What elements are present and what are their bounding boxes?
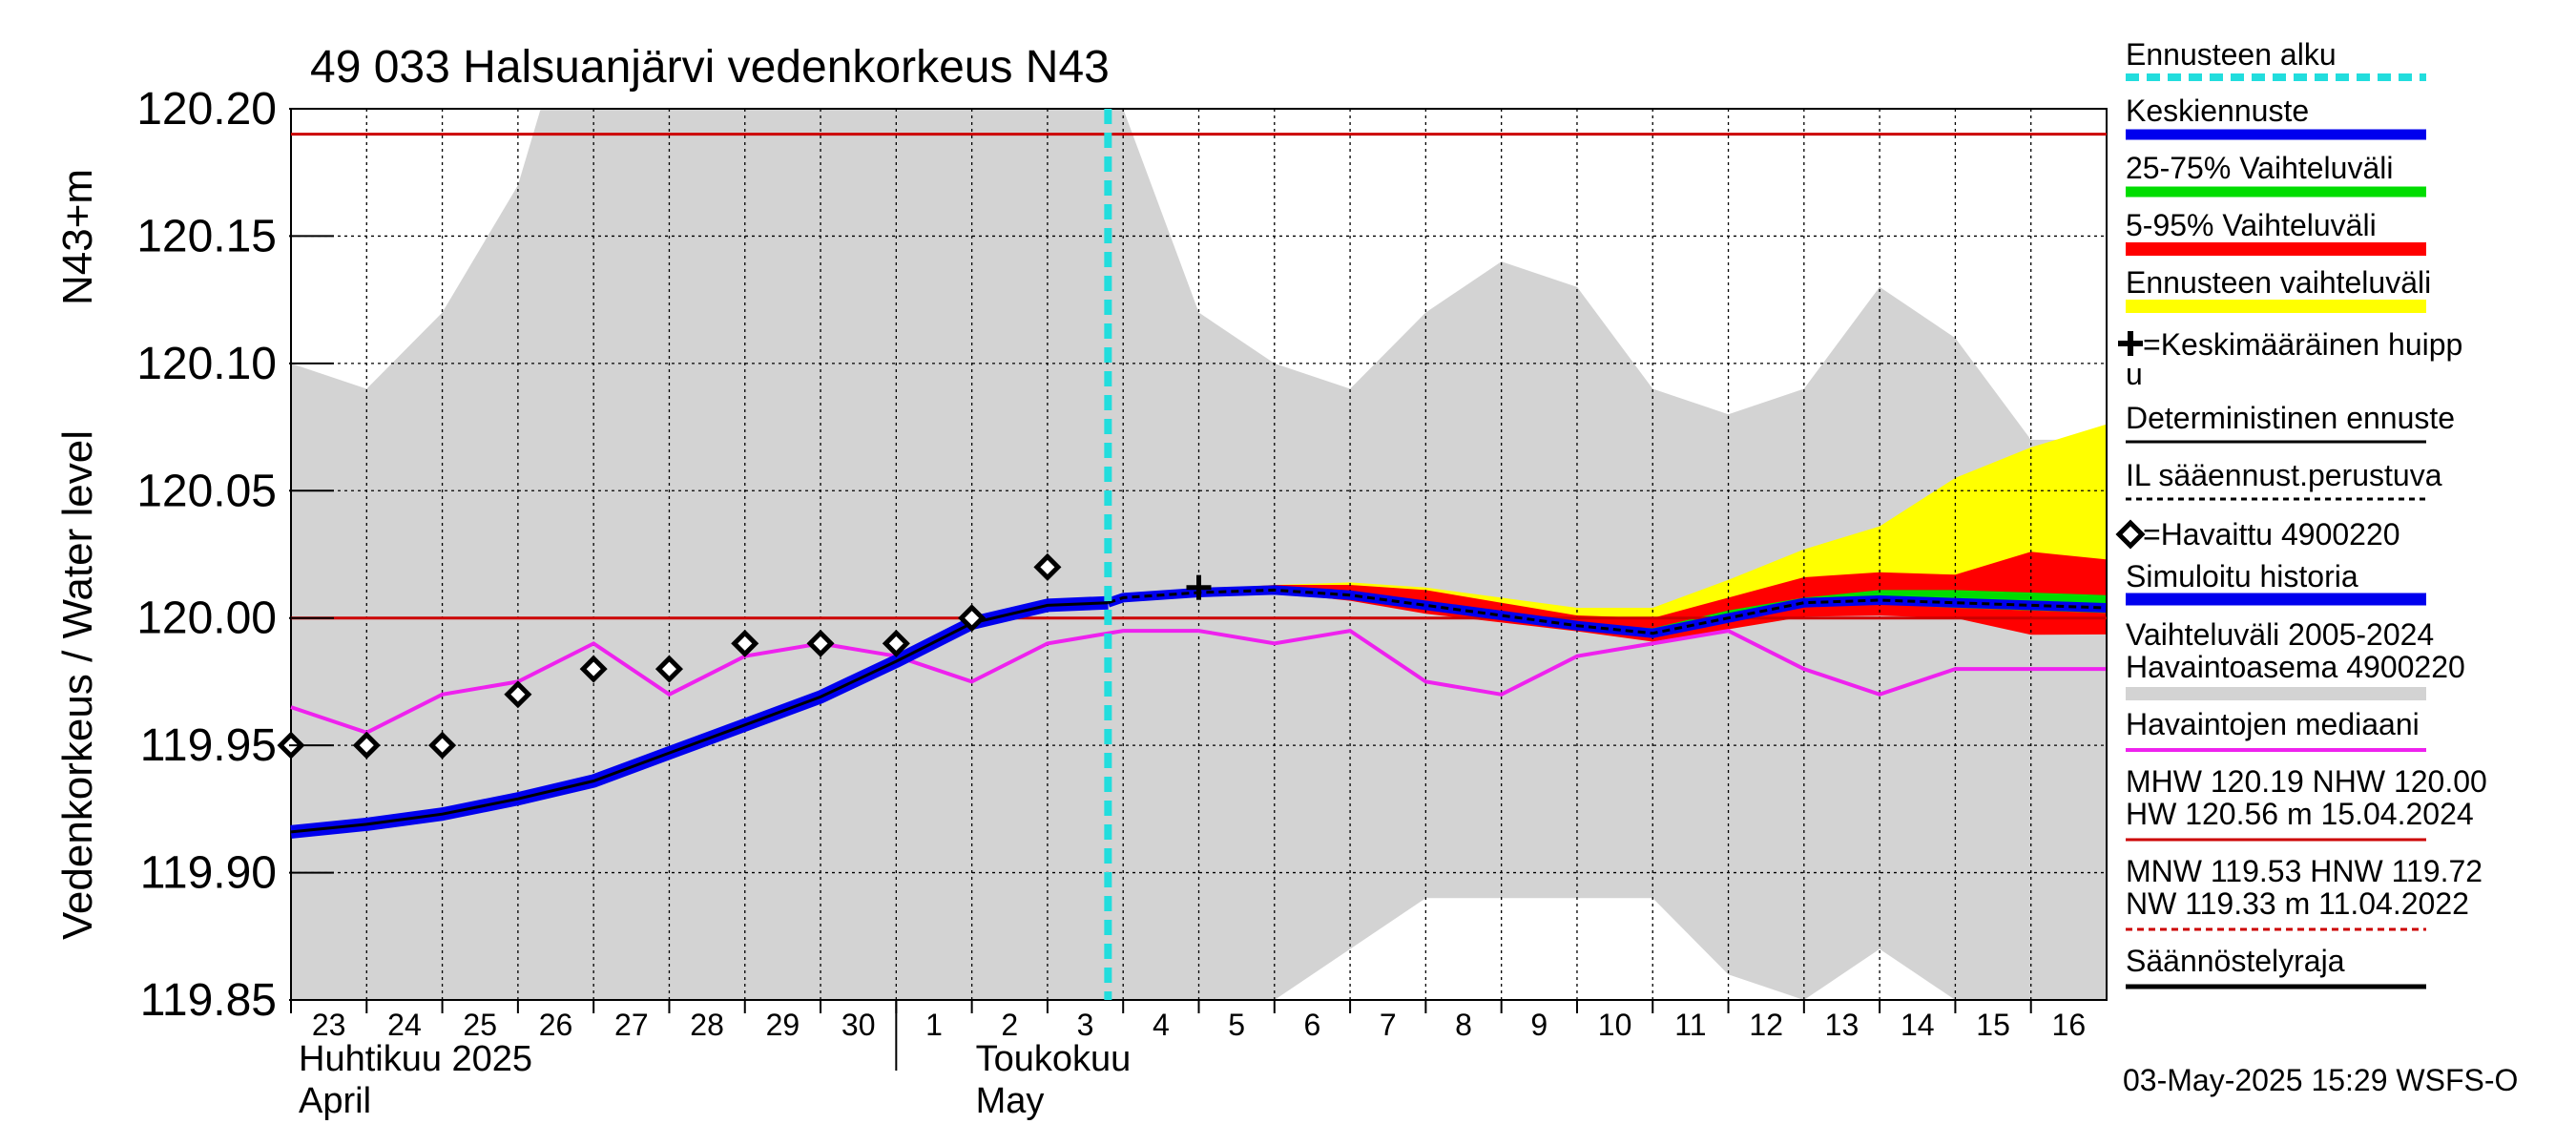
x-tick-label: 23	[312, 1008, 346, 1042]
y-tick-label: 120.10	[136, 339, 277, 389]
simulated-history-core	[290, 601, 1109, 834]
legend-mean: Keskiennuste	[2126, 94, 2309, 128]
x-tick-label: 5	[1228, 1008, 1245, 1042]
median-line	[290, 628, 2107, 735]
x-tick-label: 29	[766, 1008, 800, 1042]
legend-mnw: MNW 119.53 HNW 119.72	[2126, 854, 2483, 888]
legend-observed-swatch	[2115, 519, 2146, 550]
y-axis-label-main: Vedenkorkeus / Water level	[54, 430, 101, 940]
x-tick-label: 26	[539, 1008, 573, 1042]
legend-peak-wrap: u	[2126, 357, 2143, 391]
y-tick-label: 120.00	[136, 593, 277, 644]
legend-nw: NW 119.33 m 11.04.2022	[2126, 886, 2469, 921]
legend: Ennusteen alku Keskiennuste 25-75% Vaihtel…	[2115, 37, 2487, 989]
legend-ensemble: Ennusteen vaihteluväli	[2126, 265, 2431, 300]
month-label-en: May	[976, 1081, 1045, 1121]
y-tick-label: 119.85	[140, 975, 277, 1026]
legend-hw: HW 120.56 m 15.04.2024	[2126, 797, 2474, 831]
legend-history-swatch	[2126, 687, 2426, 700]
month-label-fi: Toukokuu	[976, 1039, 1132, 1079]
x-tick-label: 30	[841, 1008, 876, 1042]
chart-title: 49 033 Halsuanjärvi vedenkorkeus N43	[310, 42, 1110, 93]
observed-point	[579, 655, 608, 683]
observed-point	[731, 629, 759, 657]
legend-p5-95: 5-95% Vaihteluväli	[2126, 208, 2377, 242]
timestamp: 03-May-2025 15:29 WSFS-O	[2123, 1063, 2518, 1097]
legend-deterministic: Deterministinen ennuste	[2126, 401, 2455, 435]
legend-regulation: Säännöstelyraja	[2126, 944, 2345, 978]
legend-simulated: Simuloitu historia	[2126, 559, 2358, 593]
x-tick-label: 10	[1598, 1008, 1632, 1042]
observed-point	[806, 629, 835, 657]
lines-layer	[277, 109, 2107, 1000]
y-tick-label: 119.95	[140, 720, 277, 771]
observed-point	[504, 680, 532, 709]
legend-mhw: MHW 120.19 NHW 120.00	[2126, 764, 2487, 799]
y-axis-label-unit: N43+m	[54, 169, 101, 305]
x-ticks: 23 24 25 26 27 28 29 30 1 2 3 4 5 6 7 8 9 10 11 12 13 14 15 16	[290, 1000, 2087, 1071]
x-tick-label: 13	[1825, 1008, 1859, 1042]
x-tick-label: 16	[2052, 1008, 2087, 1042]
x-tick-label: 4	[1153, 1008, 1170, 1042]
x-tick-label: 15	[1976, 1008, 2010, 1042]
y-axis-label: Vedenkorkeus / Water level N43+m	[54, 169, 101, 940]
observed-point	[882, 629, 910, 657]
y-tick-label: 120.20	[136, 84, 277, 135]
x-tick-label: 1	[925, 1008, 943, 1042]
y-ticks: 119.85 119.90 119.95 120.00 120.05 120.10 120.…	[136, 84, 334, 1026]
x-tick-label: 6	[1304, 1008, 1321, 1042]
y-tick-label: 120.15	[136, 211, 277, 261]
month-label-en: April	[299, 1081, 371, 1121]
month-label-fi: Huhtikuu 2025	[299, 1039, 532, 1079]
observed-point	[654, 655, 683, 683]
legend-observed: =Havaittu 4900220	[2143, 517, 2400, 552]
x-tick-label: 3	[1077, 1008, 1094, 1042]
legend-p25-75: 25-75% Vaihteluväli	[2126, 151, 2393, 185]
legend-history-range: Vaihteluväli 2005-2024	[2126, 617, 2434, 652]
x-tick-label: 9	[1530, 1008, 1548, 1042]
observed-point	[428, 731, 457, 760]
observed-point	[352, 731, 381, 760]
deterministic-forecast-line	[1107, 588, 2107, 635]
x-tick-label: 8	[1455, 1008, 1472, 1042]
legend-peak: =Keskimääräinen huipp	[2143, 327, 2462, 362]
x-tick-label: 27	[614, 1008, 649, 1042]
legend-weather-forecast: IL sääennust.perustuva	[2126, 458, 2442, 492]
x-tick-label: 24	[387, 1008, 422, 1042]
legend-median: Havaintojen mediaani	[2126, 707, 2420, 741]
x-tick-label: 7	[1380, 1008, 1397, 1042]
x-tick-label: 12	[1749, 1008, 1783, 1042]
x-tick-label: 25	[463, 1008, 497, 1042]
x-tick-label: 14	[1901, 1008, 1935, 1042]
legend-history-station: Havaintoasema 4900220	[2126, 650, 2465, 684]
y-tick-label: 120.05	[136, 466, 277, 516]
x-tick-label: 2	[1001, 1008, 1018, 1042]
y-tick-label: 119.90	[140, 848, 277, 899]
legend-forecast-start: Ennusteen alku	[2126, 37, 2337, 72]
observed-point	[1033, 552, 1062, 581]
observed-point	[958, 604, 987, 633]
x-tick-label: 28	[690, 1008, 724, 1042]
x-tick-label: 11	[1674, 1008, 1706, 1042]
